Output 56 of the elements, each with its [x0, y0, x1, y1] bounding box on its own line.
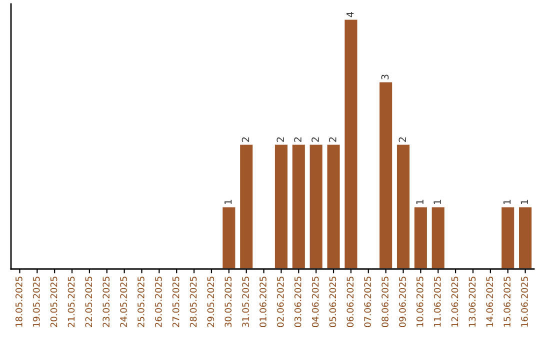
x-tick-label: 01.06.2025 [260, 276, 266, 328]
x-tick-label: 11.06.2025 [434, 276, 441, 327]
bar [274, 143, 289, 269]
x-tick-label: 13.06.2025 [468, 276, 476, 327]
x-tick-label: 26.05.2025 [154, 276, 162, 327]
x-tick-label: 30.05.2025 [224, 276, 232, 327]
data-label: 1 [503, 200, 511, 204]
bar [343, 18, 359, 269]
bar [430, 206, 446, 269]
bar [326, 143, 342, 269]
data-label: 2 [398, 137, 406, 142]
x-tick-label: 06.06.2025 [346, 276, 354, 328]
data-label: 1 [520, 200, 528, 204]
bar [378, 80, 394, 269]
x-tick-label: 25.05.2025 [138, 276, 144, 327]
data-label: 1 [416, 200, 424, 204]
data-label: 2 [312, 137, 319, 142]
data-label: 2 [242, 137, 250, 142]
x-tick-label: 10.06.2025 [416, 276, 424, 327]
x-tick-label: 31.05.2025 [242, 276, 249, 327]
bar [308, 143, 324, 269]
bar [396, 143, 411, 269]
data-label: 2 [328, 137, 336, 142]
x-tick-label: 18.05.2025 [16, 276, 22, 327]
x-tick-label: 16.06.2025 [521, 276, 528, 327]
x-tick-label: 22.05.2025 [85, 276, 92, 327]
x-tick-label: 03.06.2025 [294, 276, 302, 328]
bar [413, 206, 428, 269]
bar [518, 206, 533, 269]
data-label: 3 [381, 74, 389, 80]
x-tick-label: 05.06.2025 [329, 276, 336, 328]
bar [500, 206, 516, 269]
x-tick-label: 04.06.2025 [312, 276, 319, 328]
x-tick-label: 12.06.2025 [451, 276, 458, 327]
data-label: 1 [434, 200, 441, 204]
x-tick-label: 21.05.2025 [68, 276, 75, 327]
x-tick-label: 19.05.2025 [32, 276, 40, 327]
x-tick-label: 02.06.2025 [277, 276, 284, 328]
bar [238, 143, 254, 269]
data-label: 2 [294, 137, 302, 142]
x-tick-label: 28.05.2025 [190, 276, 197, 327]
x-tick-label: 29.05.2025 [207, 276, 214, 327]
x-tick-label: 14.06.2025 [486, 276, 494, 327]
x-tick-label: 24.05.2025 [120, 276, 127, 327]
x-tick-label: 15.06.2025 [504, 276, 510, 327]
x-tick-label: 20.05.2025 [50, 276, 58, 327]
bar [221, 206, 237, 269]
data-label: 4 [346, 12, 354, 18]
data-label: 1 [224, 200, 232, 204]
x-tick-label: 27.05.2025 [172, 276, 180, 327]
x-tick-label: 07.06.2025 [364, 276, 372, 328]
bar [290, 143, 306, 269]
data-label: 2 [276, 137, 284, 142]
x-tick-label: 09.06.2025 [399, 276, 406, 328]
x-tick-label: 23.05.2025 [102, 276, 110, 327]
x-tick-label: 08.06.2025 [382, 276, 388, 328]
